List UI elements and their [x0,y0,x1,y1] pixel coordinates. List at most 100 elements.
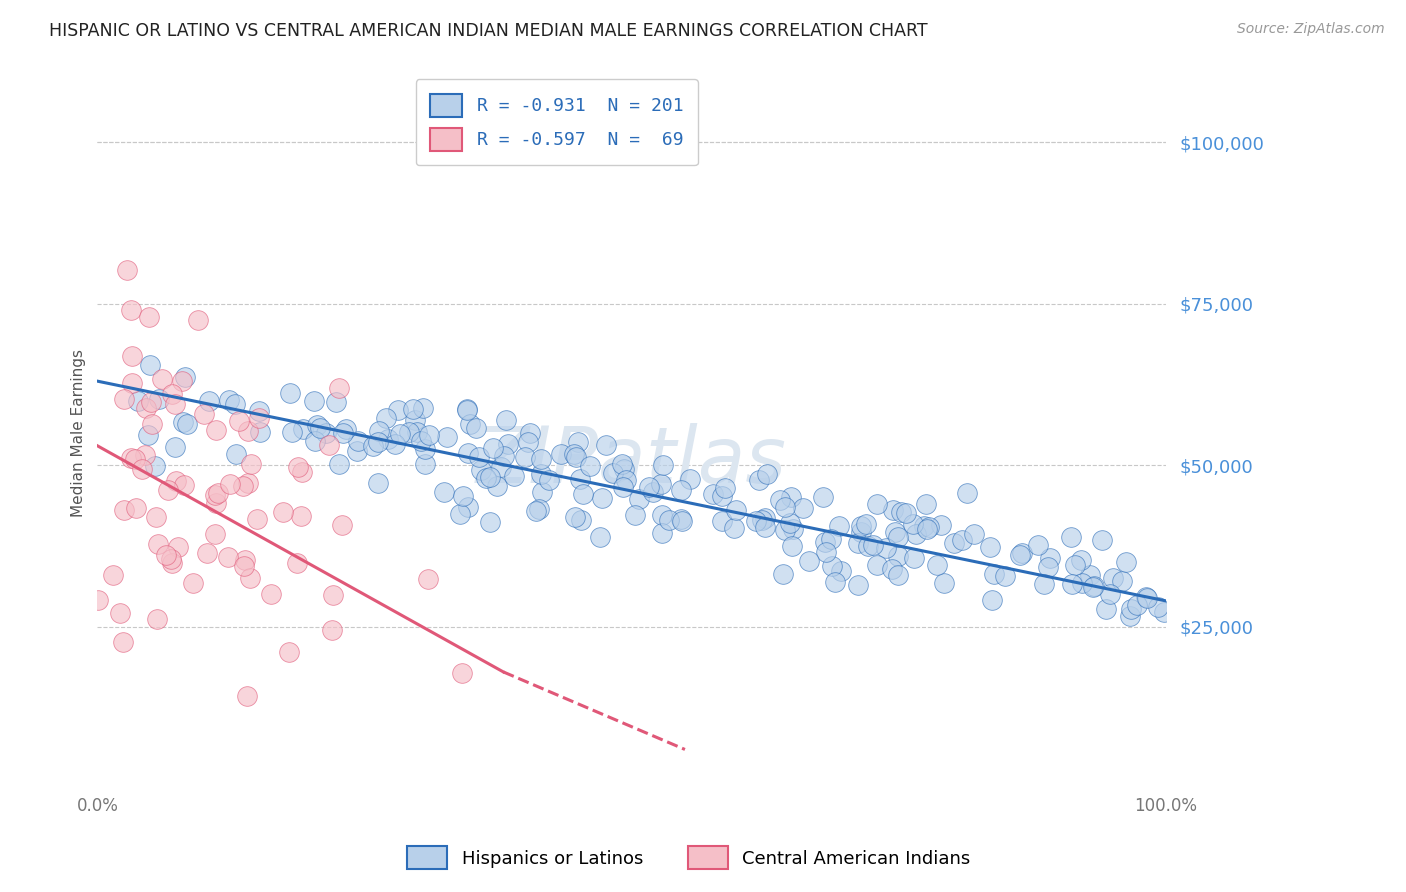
Point [1039,550,1062,565]
Point [233,558,256,573]
Point [1135,590,1157,604]
Point [304,393,326,408]
Point [249,425,271,439]
Point [950,533,973,547]
Point [755,467,778,482]
Text: HISPANIC OR LATINO VS CENTRAL AMERICAN INDIAN MEDIAN MALE EARNINGS CORRELATION C: HISPANIC OR LATINO VS CENTRAL AMERICAN I… [49,22,928,40]
Point [890,505,912,519]
Point [1091,533,1114,547]
Point [367,434,389,449]
Point [887,549,910,563]
Point [564,450,586,464]
Point [160,386,183,401]
Point [291,466,314,480]
Point [131,462,153,476]
Point [527,501,550,516]
Point [218,392,240,407]
Point [204,423,226,437]
Point [929,517,952,532]
Point [377,433,399,447]
Point [398,425,420,439]
Point [530,467,553,481]
Point [669,511,692,525]
Point [530,485,553,500]
Point [278,645,301,659]
Point [387,403,409,417]
Point [160,552,183,566]
Legend: R = -0.931  N = 201, R = -0.597  N =  69: R = -0.931 N = 201, R = -0.597 N = 69 [416,79,697,166]
Point [492,449,515,463]
Point [932,576,955,591]
Point [595,438,617,452]
Point [530,452,553,467]
Point [1153,605,1175,619]
Text: ZIPatlas: ZIPatlas [477,424,787,500]
Point [278,386,301,401]
Point [332,426,354,441]
Point [225,447,247,461]
Point [820,533,842,547]
Point [624,508,647,523]
Point [124,452,146,467]
Point [651,508,673,522]
Point [1119,609,1142,624]
Point [814,535,837,549]
Point [1094,602,1116,616]
Point [470,463,492,477]
Point [156,483,179,497]
Point [238,424,260,438]
Point [120,303,142,318]
Point [562,447,585,461]
Point [519,426,541,441]
Point [524,503,547,517]
Point [173,370,195,384]
Point [117,263,139,277]
Point [240,457,263,471]
Point [1111,574,1133,588]
Point [821,559,844,574]
Point [204,487,226,501]
Point [170,374,193,388]
Point [402,402,425,417]
Point [173,478,195,492]
Point [138,310,160,324]
Point [135,401,157,415]
Point [236,689,259,703]
Point [779,516,801,530]
Point [456,403,478,417]
Point [315,425,337,440]
Point [779,490,801,504]
Point [495,413,517,427]
Point [219,477,242,491]
Point [782,522,804,536]
Point [851,524,873,539]
Point [769,492,792,507]
Point [799,554,821,568]
Point [1136,591,1159,605]
Point [1115,555,1137,569]
Point [207,485,229,500]
Point [167,540,190,554]
Point [112,392,135,406]
Point [309,421,332,435]
Point [160,556,183,570]
Point [87,593,110,607]
Point [138,427,160,442]
Point [814,545,837,559]
Point [1060,530,1083,544]
Point [325,395,347,409]
Point [875,541,897,556]
Point [247,411,270,425]
Point [181,576,204,591]
Point [602,467,624,481]
Point [925,558,948,572]
Point [830,564,852,578]
Point [745,514,768,528]
Point [271,505,294,519]
Point [197,394,219,409]
Point [384,437,406,451]
Point [246,512,269,526]
Point [120,451,142,466]
Point [238,476,260,491]
Point [856,539,879,553]
